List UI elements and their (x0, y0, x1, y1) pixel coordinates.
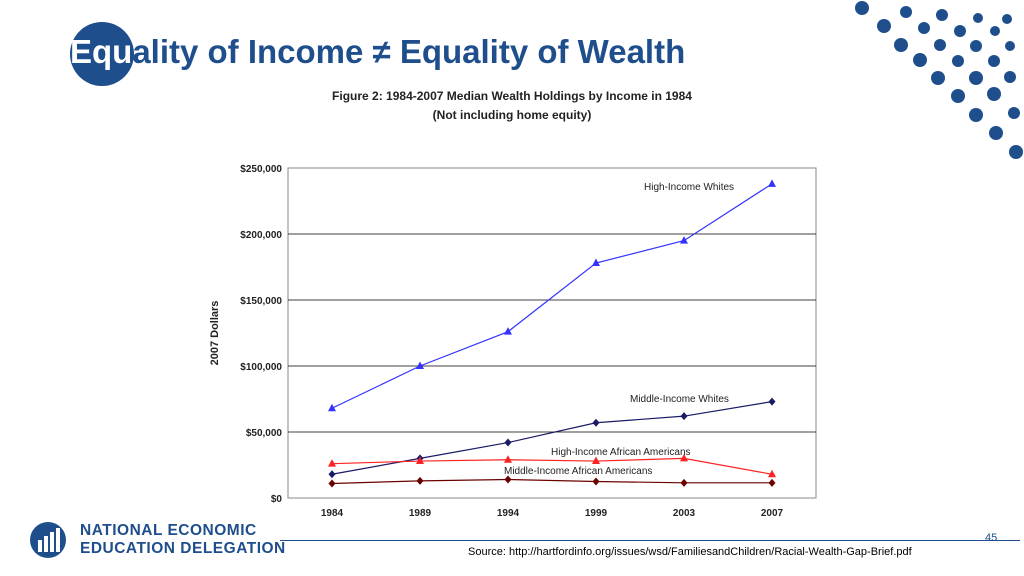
data-point (416, 361, 424, 369)
data-point (680, 412, 688, 421)
y-tick-label: $200,000 (240, 230, 282, 241)
data-point (504, 475, 512, 484)
y-tick-label: $0 (271, 494, 283, 505)
plot-area (287, 167, 817, 499)
logo-line-2: EDUCATION DELEGATION (80, 540, 286, 557)
x-tick-label: 1994 (497, 508, 520, 519)
data-point (680, 453, 688, 462)
data-point (768, 469, 776, 478)
data-point (680, 236, 688, 244)
data-point (328, 470, 336, 479)
data-point (592, 477, 600, 486)
data-point (504, 455, 512, 463)
x-tick-label: 2003 (673, 508, 696, 519)
x-tick-label: 1989 (409, 508, 432, 519)
y-tick-label: $50,000 (246, 428, 283, 439)
data-point (504, 327, 512, 335)
y-tick-label: $250,000 (240, 164, 282, 175)
source-citation: Source: http://hartfordinfo.org/issues/w… (468, 546, 912, 558)
x-tick-label: 1999 (585, 508, 608, 519)
y-tick-label: $150,000 (240, 296, 282, 307)
data-point (416, 456, 424, 465)
y-tick-label: $100,000 (240, 362, 282, 373)
slide-title-rest: ality of Income ≠ Equality of Wealth (132, 33, 686, 70)
data-point (328, 479, 336, 488)
series-label: Middle-Income African Americans (504, 466, 652, 477)
data-point (592, 258, 600, 267)
series-label: High-Income African Americans (551, 447, 691, 458)
series-line (331, 457, 773, 475)
series-line (331, 478, 772, 485)
data-point (768, 397, 776, 406)
data-point (592, 418, 600, 427)
data-point (768, 478, 776, 487)
data-point (416, 476, 424, 485)
data-point (328, 459, 336, 467)
series-label: Middle-Income Whites (630, 394, 729, 405)
chart-subtitle: (Not including home equity) (433, 108, 592, 122)
chart-title: Figure 2: 1984-2007 Median Wealth Holdin… (332, 89, 692, 103)
data-point (328, 403, 336, 412)
page-number: 45 (985, 532, 998, 544)
footer-rule (280, 540, 1020, 541)
series-label: High-Income Whites (644, 182, 734, 193)
slide-title-lead: Equ (70, 33, 133, 70)
data-point (768, 179, 776, 187)
nee-logo-icon (30, 522, 66, 558)
y-axis-label: 2007 Dollars (209, 301, 221, 366)
title-accent-circle (70, 22, 134, 86)
series-line (331, 183, 773, 409)
data-point (504, 438, 512, 447)
logo-line-1: NATIONAL ECONOMIC (80, 522, 257, 539)
data-point (680, 478, 688, 487)
logo-text: NATIONAL ECONOMIC EDUCATION DELEGATION (80, 522, 286, 558)
slide-title: Equality of Income ≠ Equality of Wealth (70, 30, 685, 74)
x-tick-label: 1984 (321, 508, 344, 519)
wealth-line-chart: Figure 2: 1984-2007 Median Wealth Holdin… (209, 89, 817, 519)
x-tick-label: 2007 (761, 508, 784, 519)
data-point (592, 456, 600, 465)
